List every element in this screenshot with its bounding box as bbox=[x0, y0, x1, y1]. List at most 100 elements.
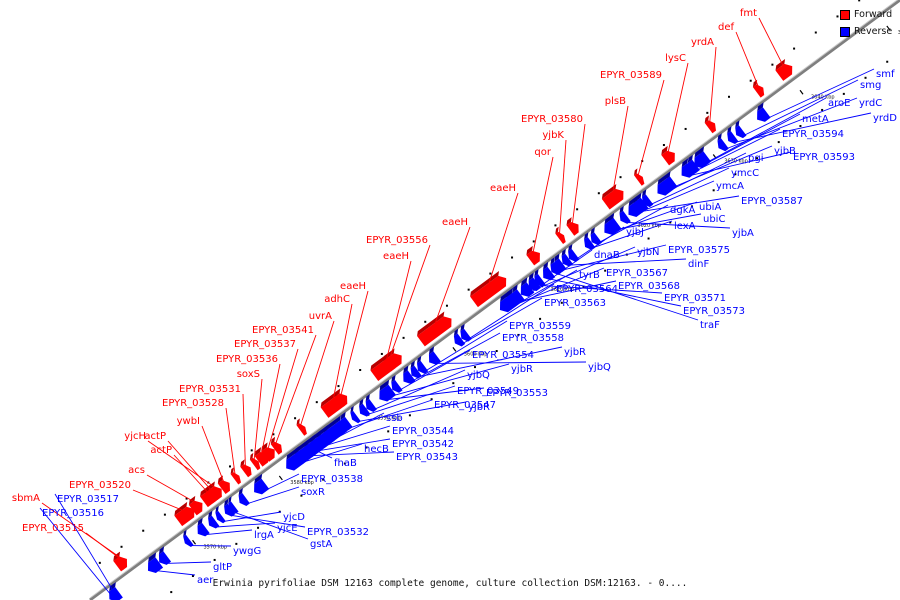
gene-top bbox=[270, 436, 276, 445]
reverse-label-51: yjbB bbox=[774, 146, 796, 157]
gene-top bbox=[590, 227, 595, 235]
legend-item-forward[interactable]: Forward bbox=[836, 7, 900, 24]
gene-body bbox=[661, 150, 675, 166]
gene-top bbox=[470, 270, 500, 297]
leader-line bbox=[409, 332, 501, 383]
gene-yjbB bbox=[666, 171, 678, 189]
reverse-label-21: yjbQ bbox=[467, 370, 490, 381]
gene-aer bbox=[147, 552, 164, 574]
gene-body bbox=[566, 221, 579, 236]
minor-mark bbox=[647, 237, 650, 240]
minor-mark bbox=[712, 189, 715, 192]
backbone-layer bbox=[89, 0, 900, 600]
minor-mark bbox=[322, 478, 325, 481]
gene-body bbox=[296, 423, 307, 436]
reverse-label-38: traF bbox=[700, 320, 720, 331]
forward-label-11: EPYR_03536 bbox=[216, 354, 278, 365]
minor-mark bbox=[235, 542, 238, 545]
forward-label-27: yrdA bbox=[691, 37, 714, 48]
gene-body bbox=[752, 84, 765, 98]
gene-body bbox=[757, 107, 771, 122]
gene-body bbox=[735, 125, 747, 139]
gene-EPYR_03541 bbox=[270, 436, 283, 455]
minor-mark bbox=[511, 256, 514, 259]
gene-top bbox=[249, 452, 254, 460]
leader-line bbox=[267, 348, 299, 450]
forward-label-29: fmt bbox=[740, 8, 757, 19]
gene-top bbox=[554, 253, 560, 262]
gene-top bbox=[609, 213, 615, 221]
gene-top bbox=[428, 346, 435, 355]
scale-tick bbox=[886, 25, 891, 31]
gene-body bbox=[188, 500, 203, 516]
minor-mark bbox=[495, 350, 498, 353]
minor-mark bbox=[560, 301, 563, 304]
gene-yjbA bbox=[619, 205, 631, 224]
reverse-label-35: yjbN bbox=[637, 247, 660, 258]
gene-yjbQ bbox=[365, 394, 377, 412]
gene-body bbox=[584, 236, 596, 251]
genome-backbone bbox=[89, 0, 900, 600]
minor-mark bbox=[821, 108, 824, 111]
minor-mark bbox=[380, 352, 383, 355]
forward-label-25: EPYR_03589 bbox=[600, 70, 662, 81]
reverse-label-46: yjbA bbox=[732, 228, 754, 239]
leader-line bbox=[371, 369, 466, 411]
leader-line bbox=[735, 31, 759, 87]
gene-top bbox=[254, 447, 262, 457]
gene-top bbox=[460, 323, 465, 332]
gene-body bbox=[666, 176, 678, 189]
gene-top bbox=[642, 189, 647, 197]
leader-line bbox=[316, 450, 333, 459]
gene-yjbK bbox=[555, 226, 566, 245]
leader-line bbox=[317, 438, 391, 452]
gene-aroE bbox=[699, 146, 712, 165]
reverse-label-41: yjbJ bbox=[626, 227, 644, 238]
gene-ywgG bbox=[183, 529, 194, 548]
gene-soxS bbox=[249, 452, 261, 471]
minor-mark bbox=[424, 320, 427, 323]
minor-mark bbox=[185, 497, 188, 500]
gene-body bbox=[543, 266, 556, 281]
gene-EPYR_03544 bbox=[317, 429, 329, 448]
gene-top bbox=[657, 171, 671, 186]
minor-mark bbox=[756, 157, 759, 160]
gene-soxR bbox=[238, 488, 250, 506]
gene-EPYR_03528 bbox=[230, 467, 242, 485]
leader-line bbox=[167, 440, 212, 492]
minor-mark bbox=[793, 47, 796, 50]
leader-line bbox=[165, 561, 212, 564]
leader-line bbox=[638, 180, 715, 214]
reverse-label-56: yrdC bbox=[859, 98, 882, 109]
gene-body bbox=[230, 472, 242, 485]
reverse-label-2: aer bbox=[197, 575, 214, 586]
forward-label-0: EPYR_03515 bbox=[22, 523, 84, 534]
scale-tick-label: 3580 kbp bbox=[290, 480, 314, 486]
scale-tick bbox=[452, 346, 457, 352]
forward-label-20: eaeH bbox=[490, 183, 516, 194]
reverse-label-57: yrdD bbox=[873, 113, 897, 124]
forward-label-22: yjbK bbox=[542, 130, 564, 141]
forward-label-7: ywbI bbox=[177, 416, 200, 427]
forward-label-1: sbmA bbox=[12, 493, 40, 504]
gene-EPYR_03580 bbox=[566, 217, 579, 236]
gene-body bbox=[304, 444, 316, 458]
forward-label-26: lysC bbox=[665, 53, 686, 64]
gene-gstA bbox=[228, 496, 239, 514]
gene-top bbox=[661, 145, 668, 155]
leader-line bbox=[433, 226, 471, 327]
gene-body bbox=[208, 515, 220, 529]
legend: Forward Reverse bbox=[836, 7, 900, 41]
minor-mark bbox=[163, 513, 166, 516]
leader-line bbox=[612, 201, 698, 233]
gene-gltP bbox=[158, 546, 172, 565]
reverse-label-27: EPYR_03559 bbox=[509, 321, 571, 332]
forward-swatch bbox=[840, 10, 850, 20]
gene-lrgA bbox=[197, 517, 210, 537]
reverse-label-45: ubiC bbox=[703, 214, 725, 225]
gene-labels-layer: EPYR_03515sbmAEPYR_03520acsactPactPyjcHy… bbox=[12, 8, 897, 600]
forward-label-3: acs bbox=[128, 465, 145, 476]
reverse-label-12: fhaB bbox=[334, 458, 357, 469]
legend-item-reverse[interactable]: Reverse bbox=[836, 24, 900, 41]
